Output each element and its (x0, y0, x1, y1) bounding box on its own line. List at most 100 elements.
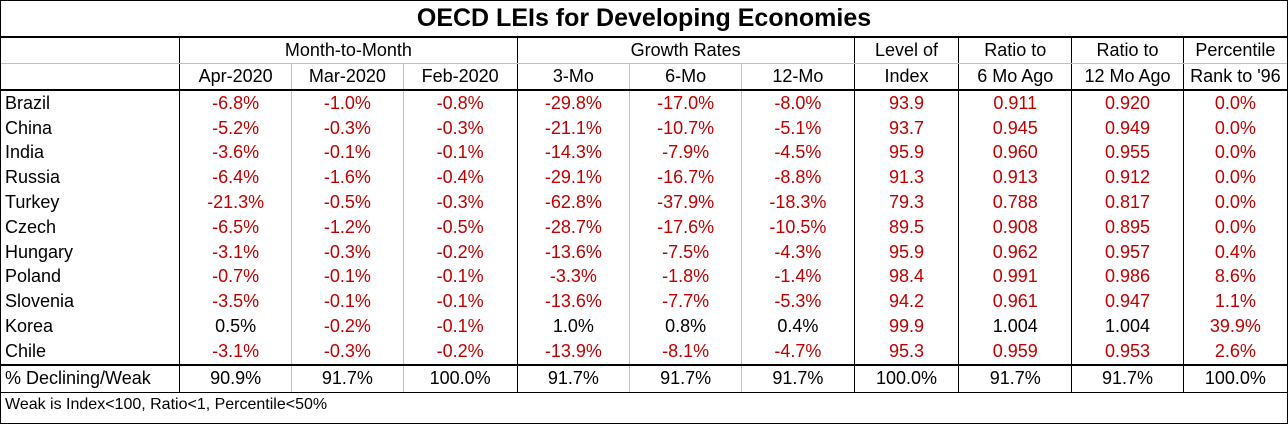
value-cell: -0.2% (403, 240, 517, 265)
value-cell: -29.8% (517, 90, 630, 116)
col-3mo: 3-Mo (517, 64, 630, 91)
ratio12-header-1: Ratio to (1072, 38, 1184, 64)
country-name: India (1, 141, 180, 166)
col-mar: Mar-2020 (292, 64, 404, 91)
value-cell: -1.4% (741, 265, 854, 290)
value-cell: 0.0% (1183, 165, 1287, 190)
col-ratio12: 12 Mo Ago (1072, 64, 1184, 91)
value-cell: 0.895 (1072, 215, 1184, 240)
value-cell: -18.3% (741, 190, 854, 215)
footer-cell: 91.7% (517, 365, 630, 393)
header-row-2: Apr-2020 Mar-2020 Feb-2020 3-Mo 6-Mo 12-… (1, 64, 1287, 91)
value-cell: -4.5% (741, 141, 854, 166)
value-cell: 0.953 (1072, 339, 1184, 365)
value-cell: -0.3% (403, 116, 517, 141)
value-cell: -21.3% (180, 190, 292, 215)
col-level: Index (854, 64, 959, 91)
value-cell: -3.1% (180, 339, 292, 365)
value-cell: -3.3% (517, 265, 630, 290)
value-cell: 95.3 (854, 339, 959, 365)
value-cell: -0.1% (403, 314, 517, 339)
value-cell: -5.3% (741, 289, 854, 314)
value-cell: 0.0% (1183, 215, 1287, 240)
value-cell: -17.0% (630, 90, 742, 116)
value-cell: 93.7 (854, 116, 959, 141)
value-cell: 0.788 (959, 190, 1072, 215)
value-cell: 8.6% (1183, 265, 1287, 290)
value-cell: 0.960 (959, 141, 1072, 166)
value-cell: 0.957 (1072, 240, 1184, 265)
col-feb: Feb-2020 (403, 64, 517, 91)
corner-cell-2 (1, 64, 180, 91)
value-cell: 93.9 (854, 90, 959, 116)
table-row: India -3.6% -0.1% -0.1% -14.3% -7.9% -4.5% 95.9… (1, 141, 1287, 166)
value-cell: -10.7% (630, 116, 742, 141)
table-row: Brazil -6.8% -1.0% -0.8% -29.8% -17.0% -8.0% 93… (1, 90, 1287, 116)
value-cell: -8.0% (741, 90, 854, 116)
country-name: Korea (1, 314, 180, 339)
value-cell: 0.986 (1072, 265, 1184, 290)
footer-row: % Declining/Weak 90.9% 91.7% 100.0% 91.7… (1, 365, 1287, 393)
value-cell: -8.8% (741, 165, 854, 190)
value-cell: -0.1% (403, 289, 517, 314)
value-cell: 0.5% (180, 314, 292, 339)
header-row-1: Month-to-Month Growth Rates Level of Rat… (1, 38, 1287, 64)
table-row: Czech -6.5% -1.2% -0.5% -28.7% -17.6% -10.5% 89… (1, 215, 1287, 240)
percentile-header-1: Percentile (1183, 38, 1287, 64)
value-cell: -10.5% (741, 215, 854, 240)
value-cell: 0.945 (959, 116, 1072, 141)
country-name: Chile (1, 339, 180, 365)
value-cell: 2.6% (1183, 339, 1287, 365)
value-cell: -3.1% (180, 240, 292, 265)
value-cell: -3.6% (180, 141, 292, 166)
value-cell: 0.0% (1183, 90, 1287, 116)
ratio6-header-1: Ratio to (959, 38, 1072, 64)
value-cell: 0.0% (1183, 141, 1287, 166)
value-cell: -0.1% (292, 289, 404, 314)
footer-cell: 91.7% (741, 365, 854, 393)
value-cell: -0.1% (403, 265, 517, 290)
value-cell: 0.947 (1072, 289, 1184, 314)
col-ratio6: 6 Mo Ago (959, 64, 1072, 91)
value-cell: 0.908 (959, 215, 1072, 240)
level-header-1: Level of (854, 38, 959, 64)
value-cell: -13.6% (517, 240, 630, 265)
value-cell: -7.9% (630, 141, 742, 166)
value-cell: -7.5% (630, 240, 742, 265)
corner-cell (1, 38, 180, 64)
footer-cell: 91.7% (1072, 365, 1184, 393)
value-cell: -0.2% (292, 314, 404, 339)
footer-cell: 90.9% (180, 365, 292, 393)
value-cell: -0.3% (292, 116, 404, 141)
spreadsheet: OECD LEIs for Developing Economies Month… (0, 0, 1288, 424)
value-cell: 0.920 (1072, 90, 1184, 116)
value-cell: -28.7% (517, 215, 630, 240)
table-row: China -5.2% -0.3% -0.3% -21.1% -10.7% -5.1% 93.… (1, 116, 1287, 141)
value-cell: -0.3% (403, 190, 517, 215)
value-cell: -5.1% (741, 116, 854, 141)
value-cell: 0.0% (1183, 116, 1287, 141)
country-name: Hungary (1, 240, 180, 265)
value-cell: -0.7% (180, 265, 292, 290)
value-cell: -4.7% (741, 339, 854, 365)
value-cell: 98.4 (854, 265, 959, 290)
footer-label: % Declining/Weak (1, 365, 180, 393)
table-row: Poland -0.7% -0.1% -0.1% -3.3% -1.8% -1.4% 98.4… (1, 265, 1287, 290)
value-cell: -0.1% (403, 141, 517, 166)
value-cell: 0.962 (959, 240, 1072, 265)
value-cell: 0.991 (959, 265, 1072, 290)
value-cell: -6.4% (180, 165, 292, 190)
col-12mo: 12-Mo (741, 64, 854, 91)
value-cell: -29.1% (517, 165, 630, 190)
value-cell: 0.8% (630, 314, 742, 339)
country-name: Russia (1, 165, 180, 190)
value-cell: 1.0% (517, 314, 630, 339)
table-row: Chile -3.1% -0.3% -0.2% -13.9% -8.1% -4.7% 95.3… (1, 339, 1287, 365)
country-name: Poland (1, 265, 180, 290)
value-cell: 1.004 (959, 314, 1072, 339)
value-cell: -1.6% (292, 165, 404, 190)
value-cell: -1.0% (292, 90, 404, 116)
lei-table: Month-to-Month Growth Rates Level of Rat… (1, 38, 1287, 417)
value-cell: -14.3% (517, 141, 630, 166)
value-cell: 0.817 (1072, 190, 1184, 215)
